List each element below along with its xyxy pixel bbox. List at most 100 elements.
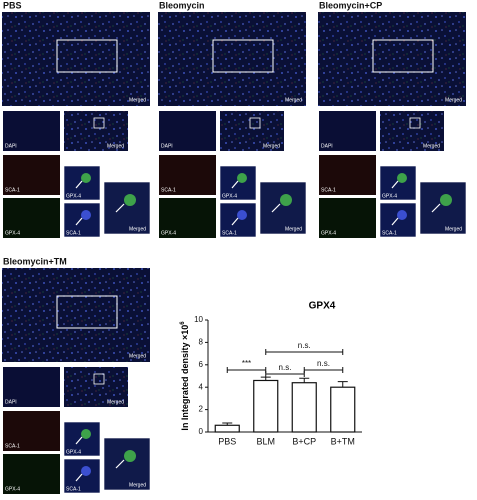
error-bar: [222, 422, 233, 426]
micrograph: [318, 12, 466, 106]
significance-label: n.s.: [298, 341, 311, 350]
image-label: SCA-1: [66, 486, 81, 492]
x-tick-label: BLM: [256, 436, 275, 446]
image-label: GPX-4: [321, 230, 336, 236]
cell: [81, 429, 91, 439]
zoom-image: [219, 165, 257, 201]
roi-box: [56, 295, 118, 329]
image-label: Merged: [107, 143, 124, 149]
panel-title: Bleomycin+TM: [3, 256, 67, 266]
zoom-merged-image: [419, 181, 467, 235]
image-label: Merged: [445, 226, 462, 232]
panel-title: Bleomycin+CP: [319, 0, 382, 10]
y-axis-label-text: In Integrated density ×10: [180, 325, 190, 431]
image-label: Merged: [285, 226, 302, 232]
micrograph: [2, 268, 150, 362]
image-label: SCA-1: [66, 230, 81, 236]
image-label: GPX-4: [5, 230, 20, 236]
channel-image: [319, 111, 376, 151]
image-label: Merged: [423, 143, 440, 149]
significance-label: n.s.: [317, 359, 330, 368]
arrow: [75, 217, 83, 226]
image-label: GPX-4: [161, 230, 176, 236]
zoom-merged-image: [259, 181, 307, 235]
image-label: DAPI: [161, 143, 173, 149]
zoom-image: [379, 202, 417, 238]
channel-image: [159, 111, 216, 151]
image-label: SCA-1: [321, 187, 336, 193]
arrow: [75, 436, 83, 445]
roi-box: [372, 39, 434, 73]
channel-image: [319, 198, 376, 238]
zoom-image: [63, 165, 101, 201]
panel-title: PBS: [3, 0, 22, 10]
image-label: Merged: [129, 97, 146, 103]
cell: [397, 173, 407, 183]
chart-title: GPX4: [309, 301, 336, 312]
y-tick-label: 6: [199, 360, 204, 369]
arrow: [231, 217, 239, 226]
zoom-merged-image: [103, 181, 151, 235]
error-bar: [260, 376, 271, 381]
bar: [330, 386, 356, 433]
image-label: DAPI: [5, 143, 17, 149]
x-tick-label: B+TM: [331, 436, 355, 446]
image-label: Merged: [129, 353, 146, 359]
arrow: [431, 203, 441, 213]
channel-image: [3, 111, 60, 151]
image-label: Merged: [129, 226, 146, 232]
image-label: SCA-1: [382, 230, 397, 236]
image-label: GPX-4: [222, 193, 237, 199]
zoom-image: [63, 202, 101, 238]
significance-label: ***: [242, 359, 251, 368]
channel-image: [159, 155, 216, 195]
cell: [81, 466, 91, 476]
y-tick-label: 8: [199, 338, 204, 347]
zoom-merged-image: [103, 437, 151, 491]
error-bar: [337, 381, 348, 388]
image-label: Merged: [107, 399, 124, 405]
image-label: DAPI: [321, 143, 333, 149]
image-label: SCA-1: [161, 187, 176, 193]
bar: [214, 424, 240, 433]
arrow: [115, 459, 125, 469]
image-label: SCA-1: [222, 230, 237, 236]
channel-image: [3, 155, 60, 195]
cell: [124, 194, 136, 206]
arrow: [231, 180, 239, 189]
significance-bracket: [265, 349, 344, 355]
y-tick-label: 2: [199, 405, 204, 414]
cell: [397, 210, 407, 220]
channel-image: [3, 198, 60, 238]
cell: [280, 194, 292, 206]
zoom-image: [63, 458, 101, 494]
image-label: Merged: [129, 482, 146, 488]
channel-image: [3, 367, 60, 407]
arrow: [391, 217, 399, 226]
zoom-image: [219, 202, 257, 238]
channel-image: [3, 411, 60, 451]
channel-image: [319, 155, 376, 195]
image-label: Merged: [285, 97, 302, 103]
roi-box: [212, 39, 274, 73]
y-axis-label-exponent: 6: [180, 321, 186, 325]
cell: [81, 173, 91, 183]
arrow: [271, 203, 281, 213]
image-label: SCA-1: [5, 443, 20, 449]
image-label: Merged: [445, 97, 462, 103]
roi-box: [93, 117, 105, 129]
y-tick-label: 10: [194, 315, 203, 324]
significance-label: n.s.: [279, 363, 292, 372]
cell: [124, 450, 136, 462]
x-tick-label: PBS: [218, 436, 236, 446]
bar: [253, 379, 279, 433]
roi-box: [56, 39, 118, 73]
cell: [440, 194, 452, 206]
significance-bracket: [303, 367, 344, 373]
image-label: GPX-4: [382, 193, 397, 199]
micrograph: [2, 12, 150, 106]
y-axis-label: In Integrated density ×106: [180, 321, 191, 431]
cell: [237, 210, 247, 220]
image-label: DAPI: [5, 399, 17, 405]
